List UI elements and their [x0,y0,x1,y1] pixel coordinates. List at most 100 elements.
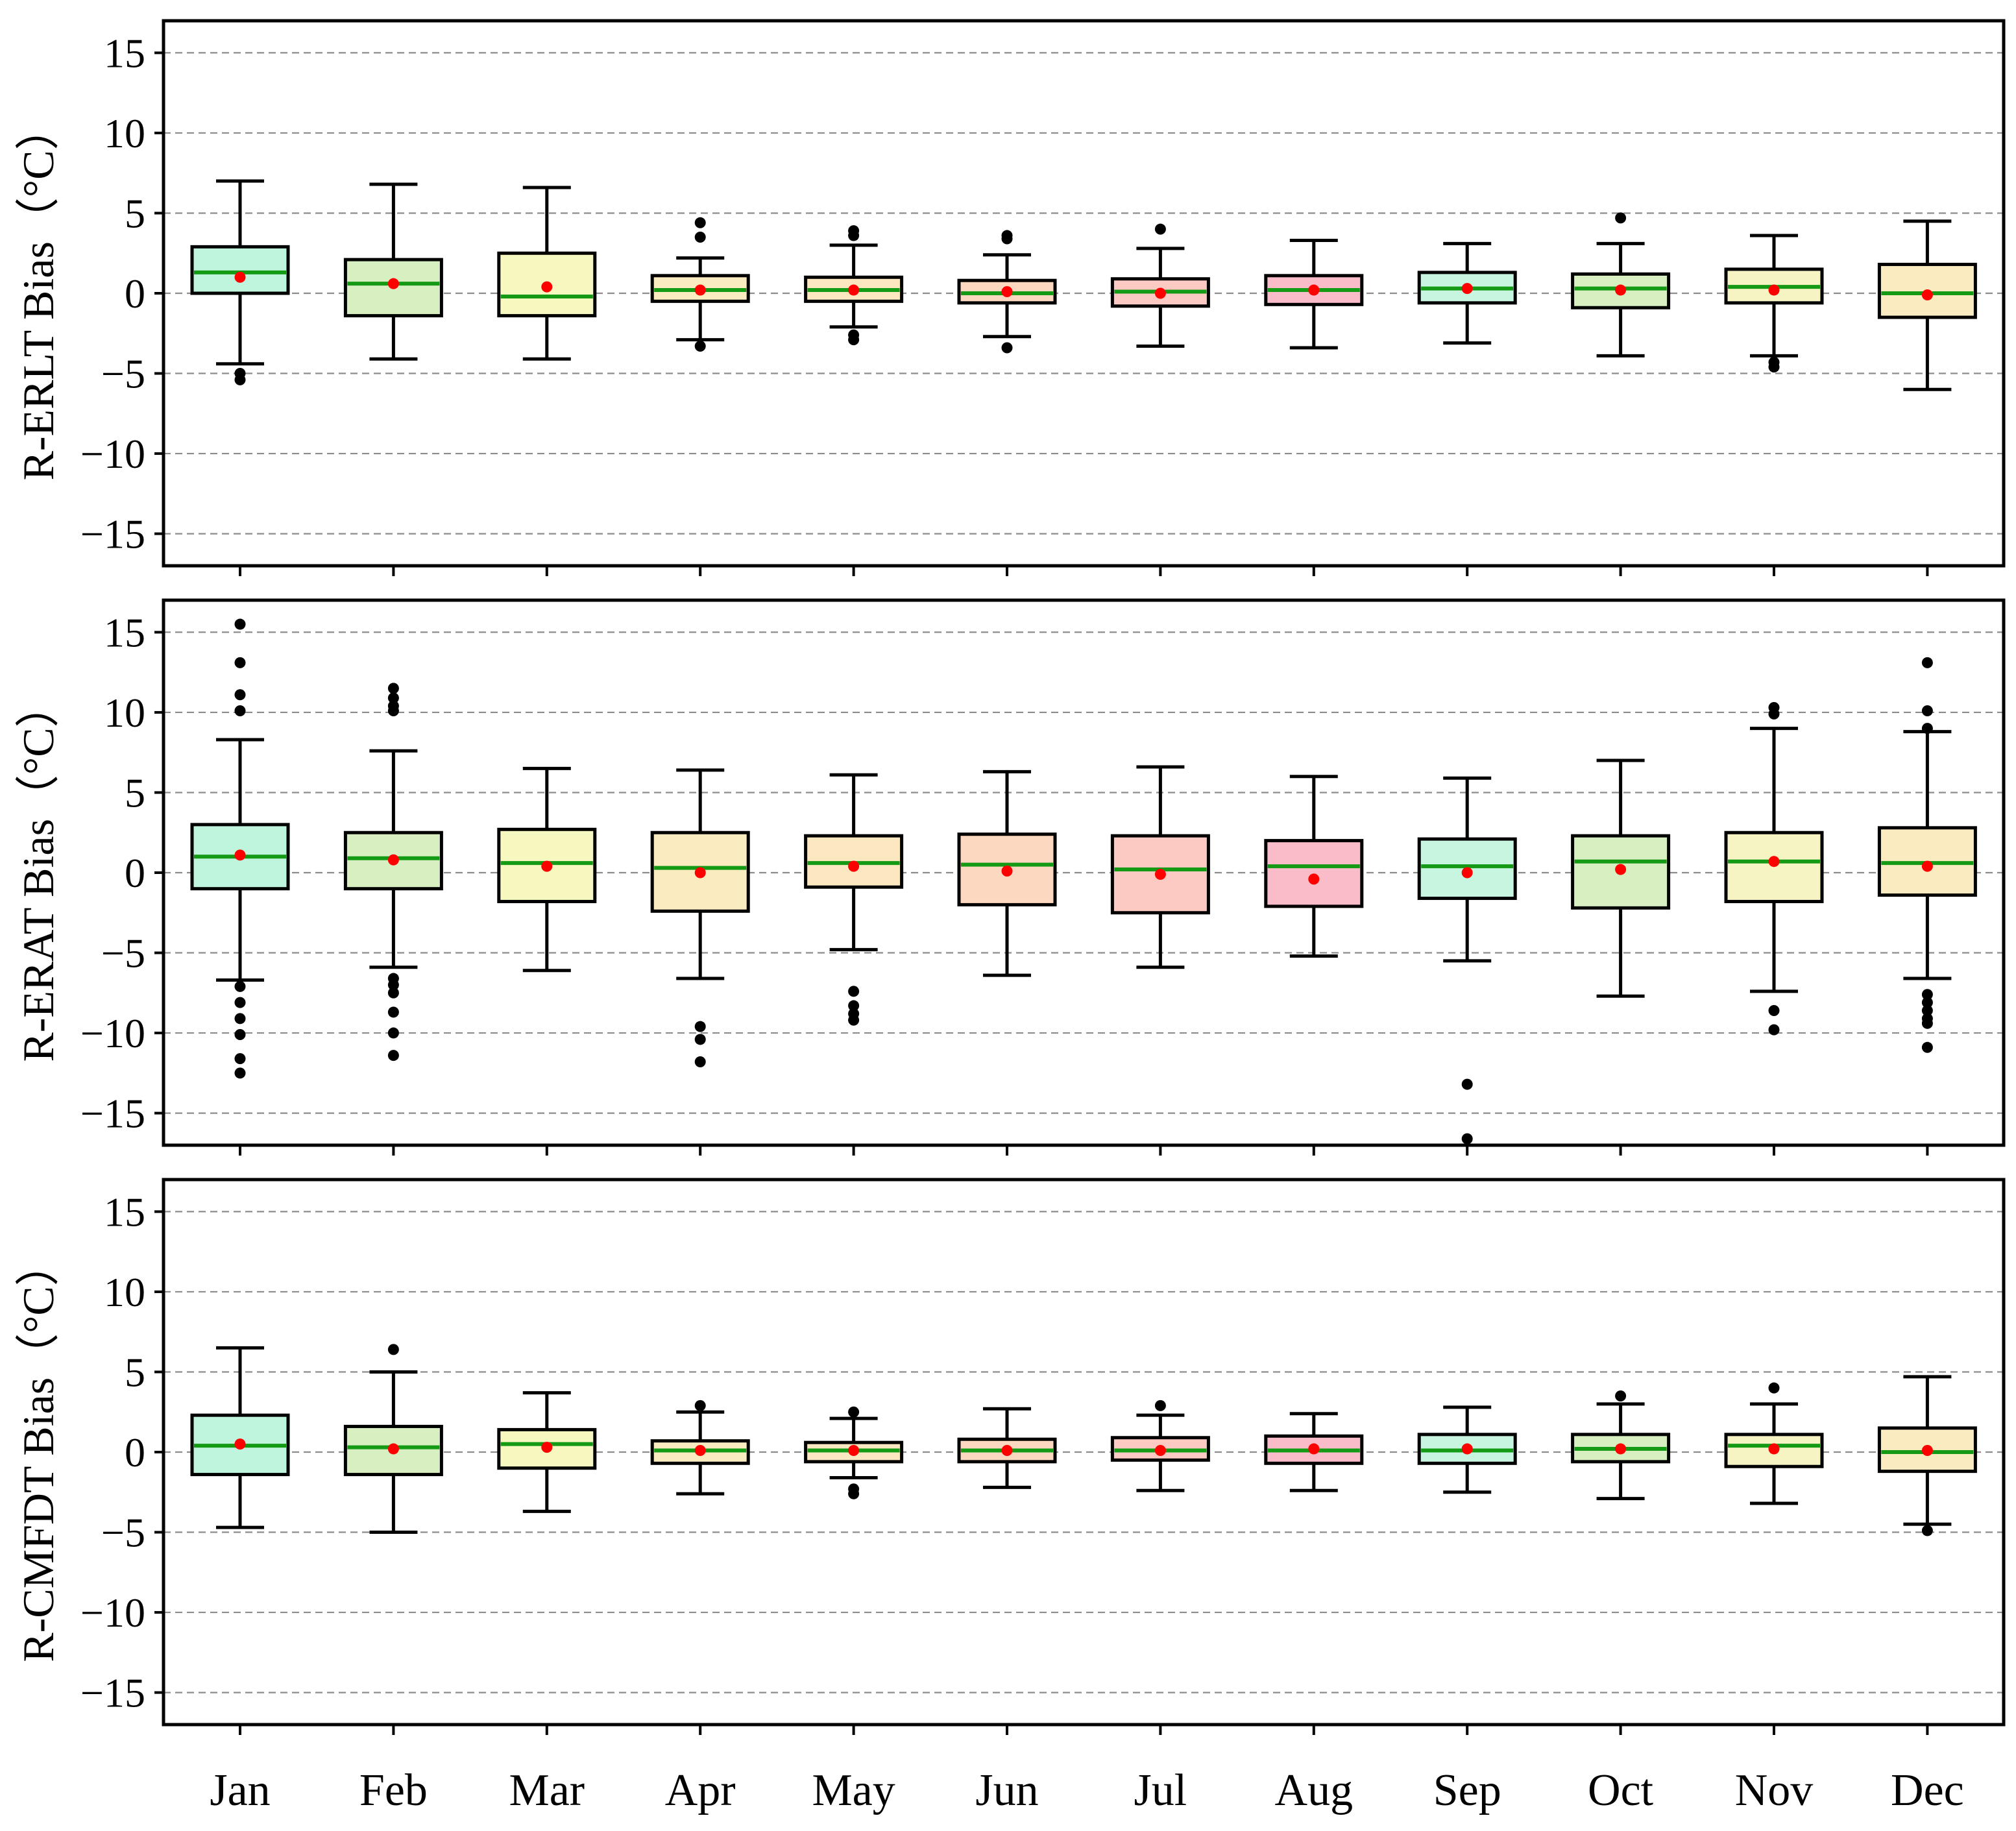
outlier-point [234,374,246,385]
y-axis-label: R-ERLT Bias（°C） [14,106,63,481]
box-oct [1571,1390,1671,1501]
mean-marker [694,284,706,296]
box-jan [190,179,290,385]
box-iqr [1571,272,1671,309]
outlier-point [234,705,246,716]
box-feb [343,1344,443,1534]
outlier-point [1921,1525,1933,1536]
mean-marker [694,867,706,879]
mean-marker [1768,1443,1780,1455]
outlier-point [387,683,399,694]
mean-marker [1768,856,1780,867]
mean-marker [1768,284,1780,296]
mean-marker [541,860,553,872]
x-axis-labels: Jan Feb Mar Apr May Jun Jul Aug Sep Oct Nov Dec [210,1765,1963,1815]
box-jun [957,230,1057,354]
y-tick-label: 5 [125,770,145,816]
box-dec [1877,1375,1977,1536]
mean-marker [1615,1443,1627,1455]
mean-marker [387,278,399,289]
mean-marker [1461,1443,1473,1455]
box-aug [1264,775,1364,958]
x-tick-label: Apr [665,1765,736,1815]
mean-marker [1001,1445,1013,1457]
outlier-point [234,1067,246,1079]
outlier-point [387,1344,399,1355]
y-tick-label: 10 [104,1269,145,1315]
outlier-point [1768,1004,1780,1016]
mean-marker [1308,1443,1320,1455]
outlier-point [1768,361,1780,373]
outlier-point [848,986,860,997]
y-tick-label: 0 [125,271,145,317]
mean-marker [234,271,246,283]
mean-marker [1154,287,1166,299]
outlier-point [1154,1400,1166,1411]
outlier-point [234,1013,246,1025]
outlier-point [234,1029,246,1041]
outlier-point [848,1014,860,1026]
mean-marker [1001,866,1013,877]
box-jul [1110,765,1210,969]
outlier-point [1921,1041,1933,1053]
y-tick-label: 15 [104,30,145,76]
x-tick-label: May [812,1765,895,1815]
outlier-point [1921,997,1933,1008]
mean-marker [848,284,860,296]
x-tick-label: Dec [1891,1765,1964,1815]
box-mar [497,186,597,361]
outlier-point [694,1021,706,1032]
box-apr [650,217,750,352]
outlier-point [387,1050,399,1061]
mean-marker [1921,860,1933,872]
mean-marker [1154,1445,1166,1457]
box-dec [1877,657,1977,1053]
mean-marker [541,281,553,293]
mean-marker [848,1445,860,1457]
y-tick-label: −15 [80,511,145,557]
panel-frame [162,19,2006,568]
panel-2: 15 10 5 0 −5 −10 −15 R-ERAT Bias（°C） [14,598,2006,1156]
x-tick-label: Jun [975,1765,1038,1815]
outlier-point [1921,1004,1933,1016]
box-iqr [1724,831,1824,903]
y-tick-label: 15 [104,609,145,655]
mean-marker [1461,283,1473,295]
outlier-point [234,980,246,992]
outlier-point [1001,233,1013,245]
outlier-point [1921,705,1933,716]
panel-1: 15 10 5 0 −5 −10 −15 R-ERLT Bias（°C） [14,19,2006,576]
outlier-point [1154,223,1166,235]
box-oct [1571,758,1671,998]
x-tick-label: Mar [509,1765,585,1815]
outlier-point [387,705,399,716]
outlier-point [387,987,399,999]
mean-marker [1921,1445,1933,1457]
mean-marker [234,849,246,861]
outlier-point [694,341,706,352]
y-tick-label: −5 [101,351,145,397]
panel-frame [162,598,2006,1147]
outlier-point [234,657,246,668]
panel-3: 15 10 5 0 −5 −10 −15 R-CMFDT Bias（°C） [14,1178,2006,1735]
outlier-point [694,1034,706,1045]
y-tick-label: −15 [80,1670,145,1716]
mean-marker [1308,284,1320,296]
y-tick-label: 10 [104,690,145,736]
box-may [804,773,904,1026]
box-apr [650,768,750,1068]
outlier-point [234,689,246,701]
outlier-point [1921,1017,1933,1029]
box-mar [497,766,597,973]
box-sep [1417,241,1517,345]
outlier-point [1921,723,1933,734]
mean-marker [1001,286,1013,298]
outlier-point [1615,1390,1627,1402]
box-iqr [957,832,1057,906]
box-may [804,225,904,346]
y-tick-label: −5 [101,1510,145,1556]
mean-marker [848,860,860,872]
y-tick-label: 15 [104,1189,145,1235]
outlier-point [1615,212,1627,224]
